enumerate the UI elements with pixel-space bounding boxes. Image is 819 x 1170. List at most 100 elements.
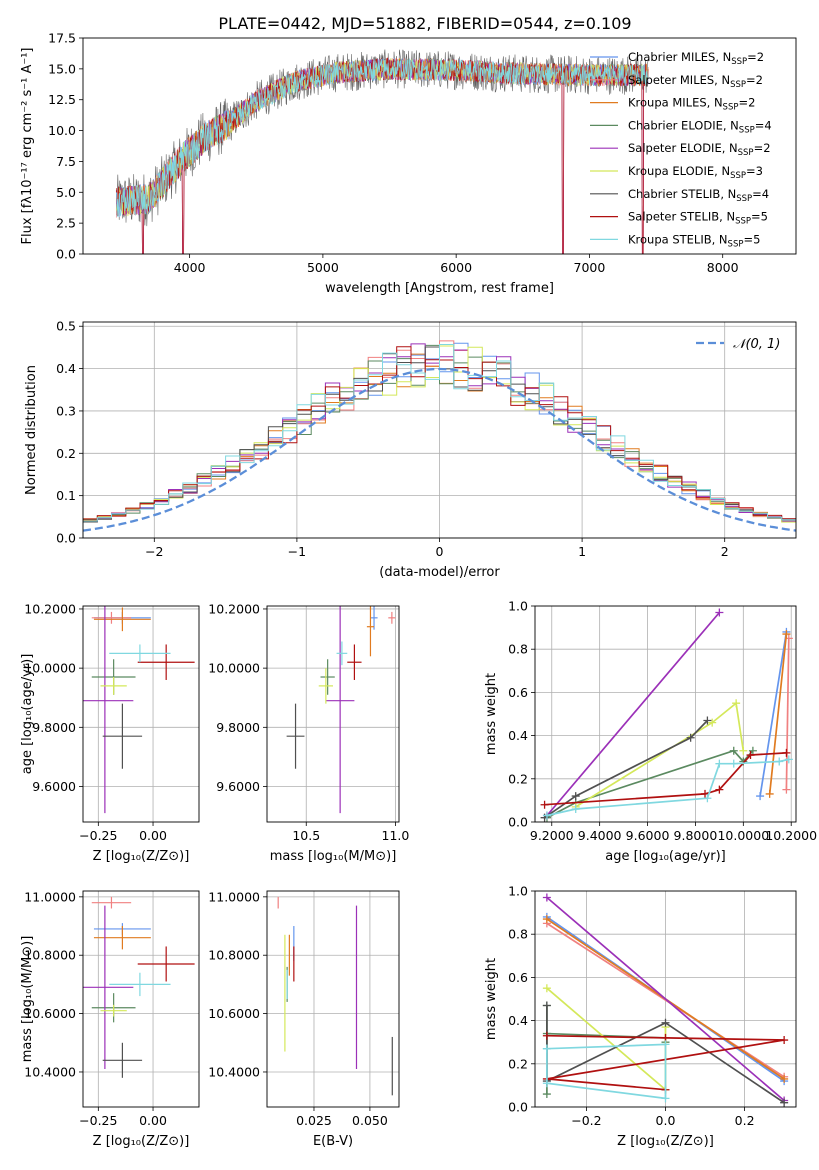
weight-series-6: [544, 719, 709, 819]
weight-point: [775, 757, 784, 766]
y-tick-label: 0.6: [508, 970, 528, 985]
x-axis-label: Z [log₁₀(Z/Z⊙)]: [617, 1134, 714, 1149]
x-tick-label: −2: [145, 544, 163, 559]
weight-point: [715, 608, 724, 617]
x-tick-label: 5000: [307, 260, 339, 275]
weight-point: [780, 1074, 789, 1083]
age_vs_Z-plot-area: [83, 606, 199, 822]
legend-label: Salpeter MILES, NSSP=2: [628, 73, 763, 90]
age-vs-mass-panel: 10.5 11.0 9.6000 9.8000 10.0000 10.2000 mass […: [208, 601, 409, 864]
axes-frame: [82, 321, 797, 539]
y-tick-label: 9.6000: [216, 779, 260, 794]
x-tick-label: 9.4000: [578, 828, 622, 843]
weight-point: [542, 1079, 551, 1088]
x-tick-label: 10.2000: [765, 828, 817, 843]
legend-label: Salpeter STELIB, NSSP=5: [628, 210, 768, 227]
x-tick-label: 0.00: [139, 828, 167, 843]
weight-point: [542, 893, 551, 902]
axes-frame: [534, 890, 797, 1108]
weight-series-5: [546, 987, 667, 1092]
x-tick-label: 10.5: [292, 828, 320, 843]
y-tick-label: 0.5: [56, 319, 76, 334]
legend-label: Kroupa STELIB, NSSP=5: [628, 232, 760, 249]
y-axis-label: Flux [fλ10⁻¹⁷ erg cm⁻² s⁻¹ A⁻¹]: [20, 48, 35, 245]
weight-series-4: [546, 611, 721, 817]
weight-point: [571, 805, 580, 814]
y-tick-label: 17.5: [48, 31, 76, 46]
age-vs-metallicity-panel: −0.25 0.00 9.6000 9.8000 10.0000 10.2000 Z [lo…: [20, 601, 200, 864]
x-axis-label: (data-model)/error: [379, 565, 500, 580]
residuals-panel: −2 −1 0 1 2 0.0 0.1 0.2 0.3 0.4 0.5 (data-model)/er…: [24, 319, 797, 580]
y-tick-label: 0.6: [508, 685, 528, 700]
weight-point: [748, 746, 757, 755]
spectrum-panel: 4000 5000 6000 7000 8000 0.0 2.5 5.0 7.5 10.0 12.5…: [20, 31, 797, 296]
weight-point: [782, 785, 791, 794]
y-tick-label: 10.6000: [208, 1006, 260, 1021]
x-axis-label: age [log₁₀(age/yr)]: [605, 849, 726, 864]
normal-curve: [83, 367, 796, 532]
y-tick-label: 0.1: [56, 488, 76, 503]
legend-label: Chabrier MILES, NSSP=2: [628, 50, 764, 67]
y-tick-label: 10.0: [48, 123, 76, 138]
y-tick-label: 10.0000: [24, 661, 76, 676]
x-tick-label: 0.00: [139, 1113, 167, 1128]
weight-point: [542, 1031, 551, 1040]
weight-point: [715, 759, 724, 768]
weight-point: [542, 984, 551, 993]
axes-frame: [534, 605, 797, 823]
spectrum-plot-area: [115, 49, 649, 254]
x-tick-label: 9.2000: [530, 828, 574, 843]
x-tick-label: 9.8000: [674, 828, 718, 843]
axes-frame: [82, 890, 200, 1108]
y-tick-label: 0.0: [508, 815, 528, 830]
x-tick-label: −0.25: [79, 828, 117, 843]
weight-point: [782, 748, 791, 757]
legend-label: 𝒩(0, 1): [733, 337, 780, 352]
y-tick-label: 0.2: [508, 1056, 528, 1071]
y-tick-label: 0.3: [56, 403, 76, 418]
axes-frame: [266, 890, 400, 1108]
x-tick-label: 0.025: [296, 1113, 332, 1128]
y-axis-label: mass weight: [484, 958, 499, 1040]
axes-frame: [82, 37, 797, 255]
y-tick-label: 0.4: [508, 728, 528, 743]
y-tick-label: 10.2000: [24, 601, 76, 616]
y-tick-label: 9.8000: [32, 720, 76, 735]
x-tick-label: 0: [436, 544, 444, 559]
spectrum-series-8: [116, 58, 649, 217]
weight-point: [661, 1094, 670, 1103]
y-tick-label: 9.6000: [32, 779, 76, 794]
y-tick-label: 11.0000: [24, 889, 76, 904]
weight-point: [542, 915, 551, 924]
weight-point: [782, 630, 791, 639]
x-tick-label: 4000: [174, 260, 206, 275]
y-tick-label: 0.0: [56, 531, 76, 546]
y-tick-label: 0.0: [56, 247, 76, 262]
y-tick-label: 5.0: [56, 185, 76, 200]
x-axis-label: wavelength [Angstrom, rest frame]: [325, 281, 554, 296]
y-tick-label: 0.0: [508, 1100, 528, 1115]
legend-label: Salpeter ELODIE, NSSP=2: [628, 141, 771, 158]
weight-point: [739, 746, 748, 755]
x-tick-label: −0.2: [571, 1113, 601, 1128]
axes-frame: [266, 605, 400, 823]
weight-point: [661, 1018, 670, 1027]
x-axis-label: mass [log₁₀(M/M⊙)]: [270, 849, 397, 864]
mass_vs_ebv-plot-area: [267, 891, 399, 1107]
weight-point: [686, 733, 695, 742]
y-tick-label: 10.0000: [208, 661, 260, 676]
weight-vs-metallicity-panel: −0.2 0.0 0.2 0.0 0.2 0.4 0.6 0.8 1.0 Z [log₁₀(Z/Z…: [484, 884, 797, 1149]
weight-point: [703, 794, 712, 803]
weight-point: [542, 1090, 551, 1099]
x-tick-label: 7000: [574, 260, 606, 275]
x-axis-label: Z [log₁₀(Z/Z⊙)]: [93, 849, 190, 864]
x-tick-label: 1: [578, 544, 586, 559]
mass-vs-ebv-panel: 0.025 0.050 10.4000 10.6000 10.8000 11.0000 E(…: [208, 889, 400, 1149]
weight-point: [715, 785, 724, 794]
x-tick-label: 0.2: [735, 1113, 755, 1128]
weight-point: [542, 811, 551, 820]
weight_vs_Z-plot-area: [535, 891, 796, 1107]
y-tick-label: 1.0: [508, 884, 528, 899]
